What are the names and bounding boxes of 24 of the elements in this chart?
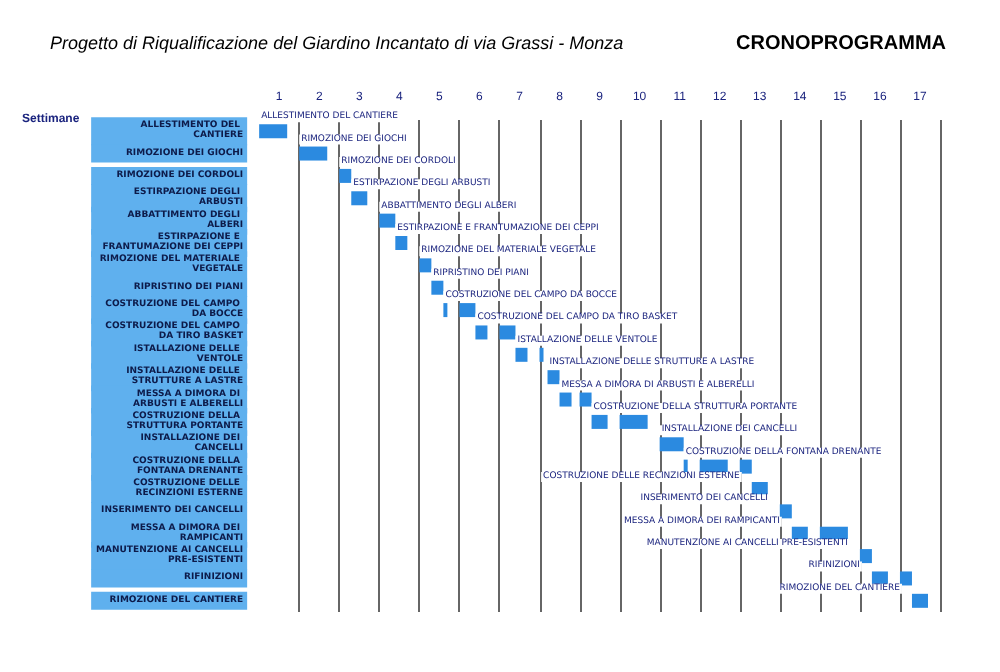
bar xyxy=(739,459,752,474)
bar xyxy=(475,325,488,340)
bar xyxy=(859,549,872,564)
chart-subtitle: CRONOPROGRAMMA xyxy=(736,33,947,55)
bar xyxy=(619,414,648,429)
bar xyxy=(339,168,352,183)
bar xyxy=(899,571,912,586)
bar xyxy=(579,392,592,407)
bar xyxy=(459,303,476,318)
bar xyxy=(547,370,560,385)
bar xyxy=(431,280,444,295)
bar xyxy=(419,258,432,273)
bar xyxy=(515,347,528,362)
bar xyxy=(499,325,516,340)
bar xyxy=(395,236,408,250)
bar xyxy=(591,414,608,429)
bar xyxy=(559,392,572,407)
bar xyxy=(379,213,396,228)
bar xyxy=(351,191,368,206)
bar xyxy=(259,124,288,139)
bar xyxy=(911,593,928,608)
bar xyxy=(779,504,792,519)
bar xyxy=(659,437,684,452)
chart-title: Progetto di Riqualificazione del Giardino Incantato di via Grassi - Monza xyxy=(50,33,624,53)
